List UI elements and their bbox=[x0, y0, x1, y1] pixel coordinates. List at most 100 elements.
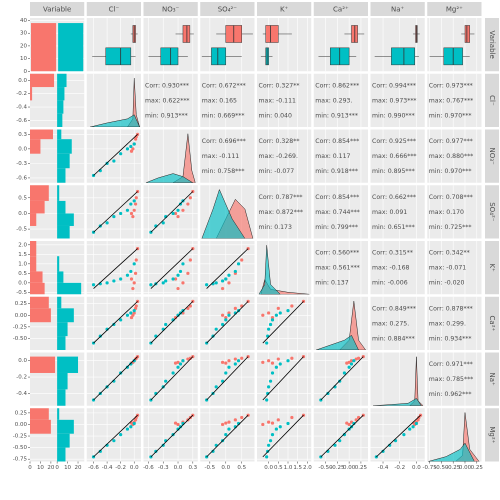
scatter-point bbox=[134, 304, 138, 308]
scatter-point bbox=[132, 208, 136, 212]
correlation-text: Corr: 0.930*** bbox=[145, 82, 189, 89]
scatter-point bbox=[173, 277, 178, 281]
scatter-point bbox=[178, 311, 183, 315]
row-strip bbox=[485, 408, 499, 462]
x-tick-label: 0.0 bbox=[174, 465, 183, 471]
hist-bar bbox=[57, 139, 72, 154]
fit-line bbox=[320, 356, 364, 401]
scatter-point bbox=[188, 196, 192, 200]
column-header: NO₃⁻ bbox=[162, 6, 180, 14]
scatter-point bbox=[129, 362, 133, 366]
scatter-point bbox=[214, 281, 218, 285]
correlation-text: max: 0.744*** bbox=[315, 209, 360, 216]
scatter-point bbox=[211, 449, 215, 453]
scatter-point bbox=[220, 360, 225, 364]
scatter-point bbox=[342, 433, 347, 437]
box-body bbox=[464, 25, 470, 43]
header-strip bbox=[143, 2, 198, 16]
scatter-point bbox=[119, 318, 123, 322]
correlation-text: min: 0.962*** bbox=[429, 391, 472, 398]
scatter-point bbox=[171, 211, 175, 216]
box-body bbox=[265, 25, 279, 43]
correlation-text: min: 0.934*** bbox=[429, 335, 472, 342]
row-strip bbox=[485, 18, 499, 72]
x-tick-label: 1.5 bbox=[293, 465, 302, 471]
correlation-text: Corr: 0.925*** bbox=[372, 138, 416, 145]
scatter-point bbox=[129, 144, 133, 149]
scatter-point bbox=[265, 341, 269, 345]
fit-line bbox=[206, 248, 249, 289]
scatter-point bbox=[290, 304, 294, 308]
column-header: K⁺ bbox=[280, 6, 289, 14]
row-strip bbox=[485, 73, 499, 127]
correlation-text: min: 0.669*** bbox=[202, 112, 245, 119]
correlation-text: max: 0.622*** bbox=[145, 97, 190, 104]
x-tick-label: 0.25 bbox=[471, 465, 484, 471]
y-tick-label: 20 bbox=[20, 43, 27, 49]
row-strip bbox=[485, 129, 499, 183]
panel-background bbox=[86, 408, 141, 462]
column-header: Variable bbox=[43, 6, 71, 14]
hist-bar bbox=[57, 308, 74, 323]
fit-line bbox=[320, 414, 364, 458]
y-tick-label: -0.3 bbox=[16, 161, 27, 167]
hist-bar bbox=[57, 447, 66, 462]
scatter-point bbox=[188, 258, 192, 262]
correlation-text: Corr: 0.560*** bbox=[315, 250, 359, 257]
scatter-point bbox=[171, 277, 175, 281]
row-strip bbox=[485, 352, 499, 406]
correlation-text: max: 0.117 bbox=[315, 153, 350, 160]
fit-line bbox=[93, 191, 138, 233]
scatter-point bbox=[227, 359, 231, 363]
panel-background bbox=[257, 73, 312, 127]
scatter-point bbox=[125, 273, 130, 277]
hist-bar bbox=[30, 213, 37, 226]
correlation-text: Corr: 0.342** bbox=[429, 250, 470, 257]
correlation-text: min: 0.799*** bbox=[315, 224, 358, 231]
scatter-point bbox=[290, 415, 294, 420]
scatter-point bbox=[227, 427, 231, 431]
row-header: Na⁺ bbox=[488, 373, 496, 387]
row-header: Ca²⁺ bbox=[488, 316, 496, 332]
correlation-text: Corr: 0.971*** bbox=[429, 361, 473, 368]
header-strip bbox=[257, 2, 312, 16]
y-tick-label: -0.5 bbox=[16, 290, 27, 296]
scatter-point bbox=[112, 279, 116, 283]
scatter-point bbox=[176, 365, 180, 369]
scatter-point bbox=[119, 277, 123, 281]
fit-line bbox=[150, 414, 194, 458]
fit-line bbox=[376, 414, 421, 458]
correlation-text: Corr: 0.854*** bbox=[315, 138, 359, 145]
scatter-point bbox=[129, 211, 134, 216]
scatter-point bbox=[173, 211, 178, 216]
hist-bar bbox=[57, 200, 66, 214]
scatter-point bbox=[233, 362, 237, 366]
scatter-point bbox=[134, 196, 138, 200]
scatter-point bbox=[224, 315, 228, 320]
hist-bar bbox=[57, 168, 66, 183]
scatter-point bbox=[119, 152, 123, 156]
x-tick-label: 0.0 bbox=[221, 465, 230, 471]
correlation-text: min: 0.970*** bbox=[429, 112, 472, 119]
scatter-point bbox=[154, 449, 158, 453]
scatter-point bbox=[268, 322, 273, 327]
scatter-point bbox=[188, 304, 192, 308]
y-tick-label: 0.00 bbox=[15, 313, 28, 319]
scatter-point bbox=[349, 420, 354, 424]
scatter-point bbox=[274, 427, 278, 431]
correlation-text: Corr: 0.787*** bbox=[259, 194, 303, 201]
scatter-point bbox=[270, 318, 275, 322]
scatter-point bbox=[214, 385, 218, 389]
correlation-text: min: 0.725*** bbox=[429, 224, 472, 231]
column-header: Na⁺ bbox=[391, 6, 405, 14]
scatter-point bbox=[402, 433, 406, 437]
scatter-point bbox=[233, 418, 237, 422]
panel-background bbox=[200, 241, 255, 295]
scatter-point bbox=[267, 327, 271, 331]
scatter-point bbox=[240, 356, 244, 360]
panel-background bbox=[200, 408, 255, 462]
scatter-point bbox=[125, 427, 130, 431]
scatter-point bbox=[161, 281, 165, 285]
scatter-point bbox=[176, 273, 180, 277]
scatter-point bbox=[181, 359, 185, 363]
